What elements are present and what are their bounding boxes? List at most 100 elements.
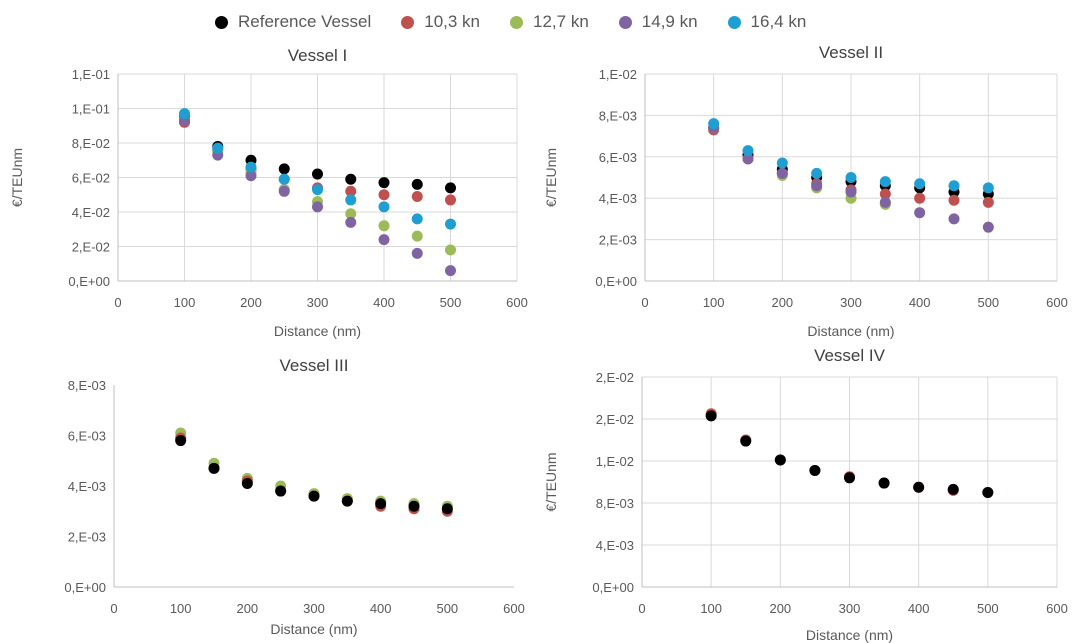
data-point (445, 182, 456, 194)
data-point (411, 178, 423, 190)
y-tick-label: 4,E-03 (596, 538, 634, 553)
chart-title: Vessel II (819, 43, 883, 62)
data-point (776, 167, 788, 179)
legend-marker-icon (510, 15, 524, 29)
legend-marker-icon (727, 15, 741, 29)
x-tick-label: 100 (703, 295, 725, 310)
y-axis-label: €/TEUnm (543, 148, 559, 207)
x-tick-label: 500 (977, 295, 999, 310)
legend-item: 14,9 kn (618, 12, 698, 32)
x-tick-label: 200 (769, 601, 791, 616)
data-point (879, 176, 891, 188)
data-point (378, 220, 390, 232)
data-point (948, 213, 960, 225)
data-point (982, 221, 994, 233)
y-tick-label: 4,E-02 (72, 205, 110, 220)
x-tick-label: 600 (503, 601, 525, 616)
x-tick-label: 300 (840, 295, 862, 310)
legend-label: 16,4 kn (750, 12, 807, 31)
data-point (776, 157, 788, 169)
data-point (175, 435, 187, 447)
y-tick-label: 4,E-03 (599, 191, 637, 206)
data-point (345, 173, 357, 185)
data-point (212, 142, 224, 154)
data-point (345, 216, 357, 228)
x-tick-label: 0 (641, 295, 648, 310)
data-point (982, 487, 994, 498)
y-tick-label: 2,E-03 (599, 233, 637, 248)
y-tick-label: 6,E-03 (68, 429, 106, 444)
x-tick-label: 300 (839, 601, 861, 616)
y-tick-label: 8,E-02 (72, 136, 110, 151)
y-axis-label: €/TEUnm (543, 452, 559, 511)
legend-item: 12,7 kn (510, 12, 589, 32)
x-tick-label: 600 (506, 295, 528, 310)
x-tick-label: 300 (303, 601, 325, 616)
data-point (708, 118, 720, 130)
data-point (441, 503, 453, 515)
x-tick-label: 0 (110, 601, 117, 616)
data-point (408, 500, 420, 512)
data-point (308, 490, 320, 502)
data-point (982, 182, 994, 194)
x-tick-label: 200 (771, 295, 793, 310)
data-point (411, 230, 423, 242)
x-tick-label: 400 (373, 295, 395, 310)
y-axis-label: €/TEUnm (9, 148, 25, 207)
y-tick-label: 6,E-02 (72, 171, 110, 186)
data-point (179, 108, 190, 120)
legend-label: Reference Vessel (238, 12, 372, 31)
data-point (378, 189, 390, 201)
legend-marker-icon (401, 15, 415, 29)
data-point (844, 472, 855, 484)
chart-title: Vessel I (288, 46, 348, 65)
y-tick-label: 2,E-02 (596, 412, 634, 427)
data-point (740, 435, 752, 447)
data-point (345, 185, 357, 197)
chart-legend: Reference Vessel 10,3 kn 12,7 kn 14,9 kn… (215, 8, 836, 36)
data-point (378, 177, 390, 189)
data-point (948, 194, 960, 206)
data-point (278, 163, 290, 175)
chart-title: Vessel III (280, 356, 349, 375)
data-point (345, 194, 357, 206)
legend-item: 10,3 kn (401, 12, 480, 32)
data-point (312, 168, 323, 180)
data-point (445, 244, 456, 256)
data-point (705, 410, 717, 422)
x-tick-label: 500 (436, 601, 458, 616)
legend-item: Reference Vessel (215, 12, 371, 32)
data-point (278, 185, 290, 197)
data-point (445, 194, 456, 206)
data-point (312, 184, 323, 196)
y-tick-label: 0,E+00 (592, 580, 634, 595)
data-point (241, 477, 253, 489)
data-point (411, 213, 423, 225)
data-point (245, 161, 257, 173)
data-point (742, 153, 754, 165)
y-tick-label: 1,E-02 (596, 454, 634, 469)
data-point (378, 201, 390, 213)
x-tick-label: 500 (977, 601, 999, 616)
x-axis-label: Distance (nm) (806, 627, 893, 643)
x-tick-label: 500 (440, 295, 462, 310)
y-tick-label: 0,E+00 (64, 580, 106, 595)
x-tick-label: 0 (638, 601, 645, 616)
y-tick-label: 1,E-01 (72, 102, 110, 117)
legend-marker-icon (215, 15, 228, 29)
x-tick-label: 200 (236, 601, 258, 616)
data-point (312, 201, 323, 213)
x-axis-label: Distance (nm) (274, 323, 361, 339)
data-point (341, 495, 353, 507)
y-tick-label: 8,E-03 (68, 378, 106, 393)
x-tick-label: 100 (174, 295, 196, 310)
data-point (245, 170, 257, 182)
x-tick-label: 600 (1046, 601, 1068, 616)
x-axis-label: Distance (nm) (270, 621, 357, 637)
legend-item: 16,4 kn (727, 12, 807, 32)
data-point (774, 454, 786, 466)
y-tick-label: 6,E-03 (599, 150, 637, 165)
data-point (375, 498, 387, 510)
data-point (879, 188, 891, 200)
